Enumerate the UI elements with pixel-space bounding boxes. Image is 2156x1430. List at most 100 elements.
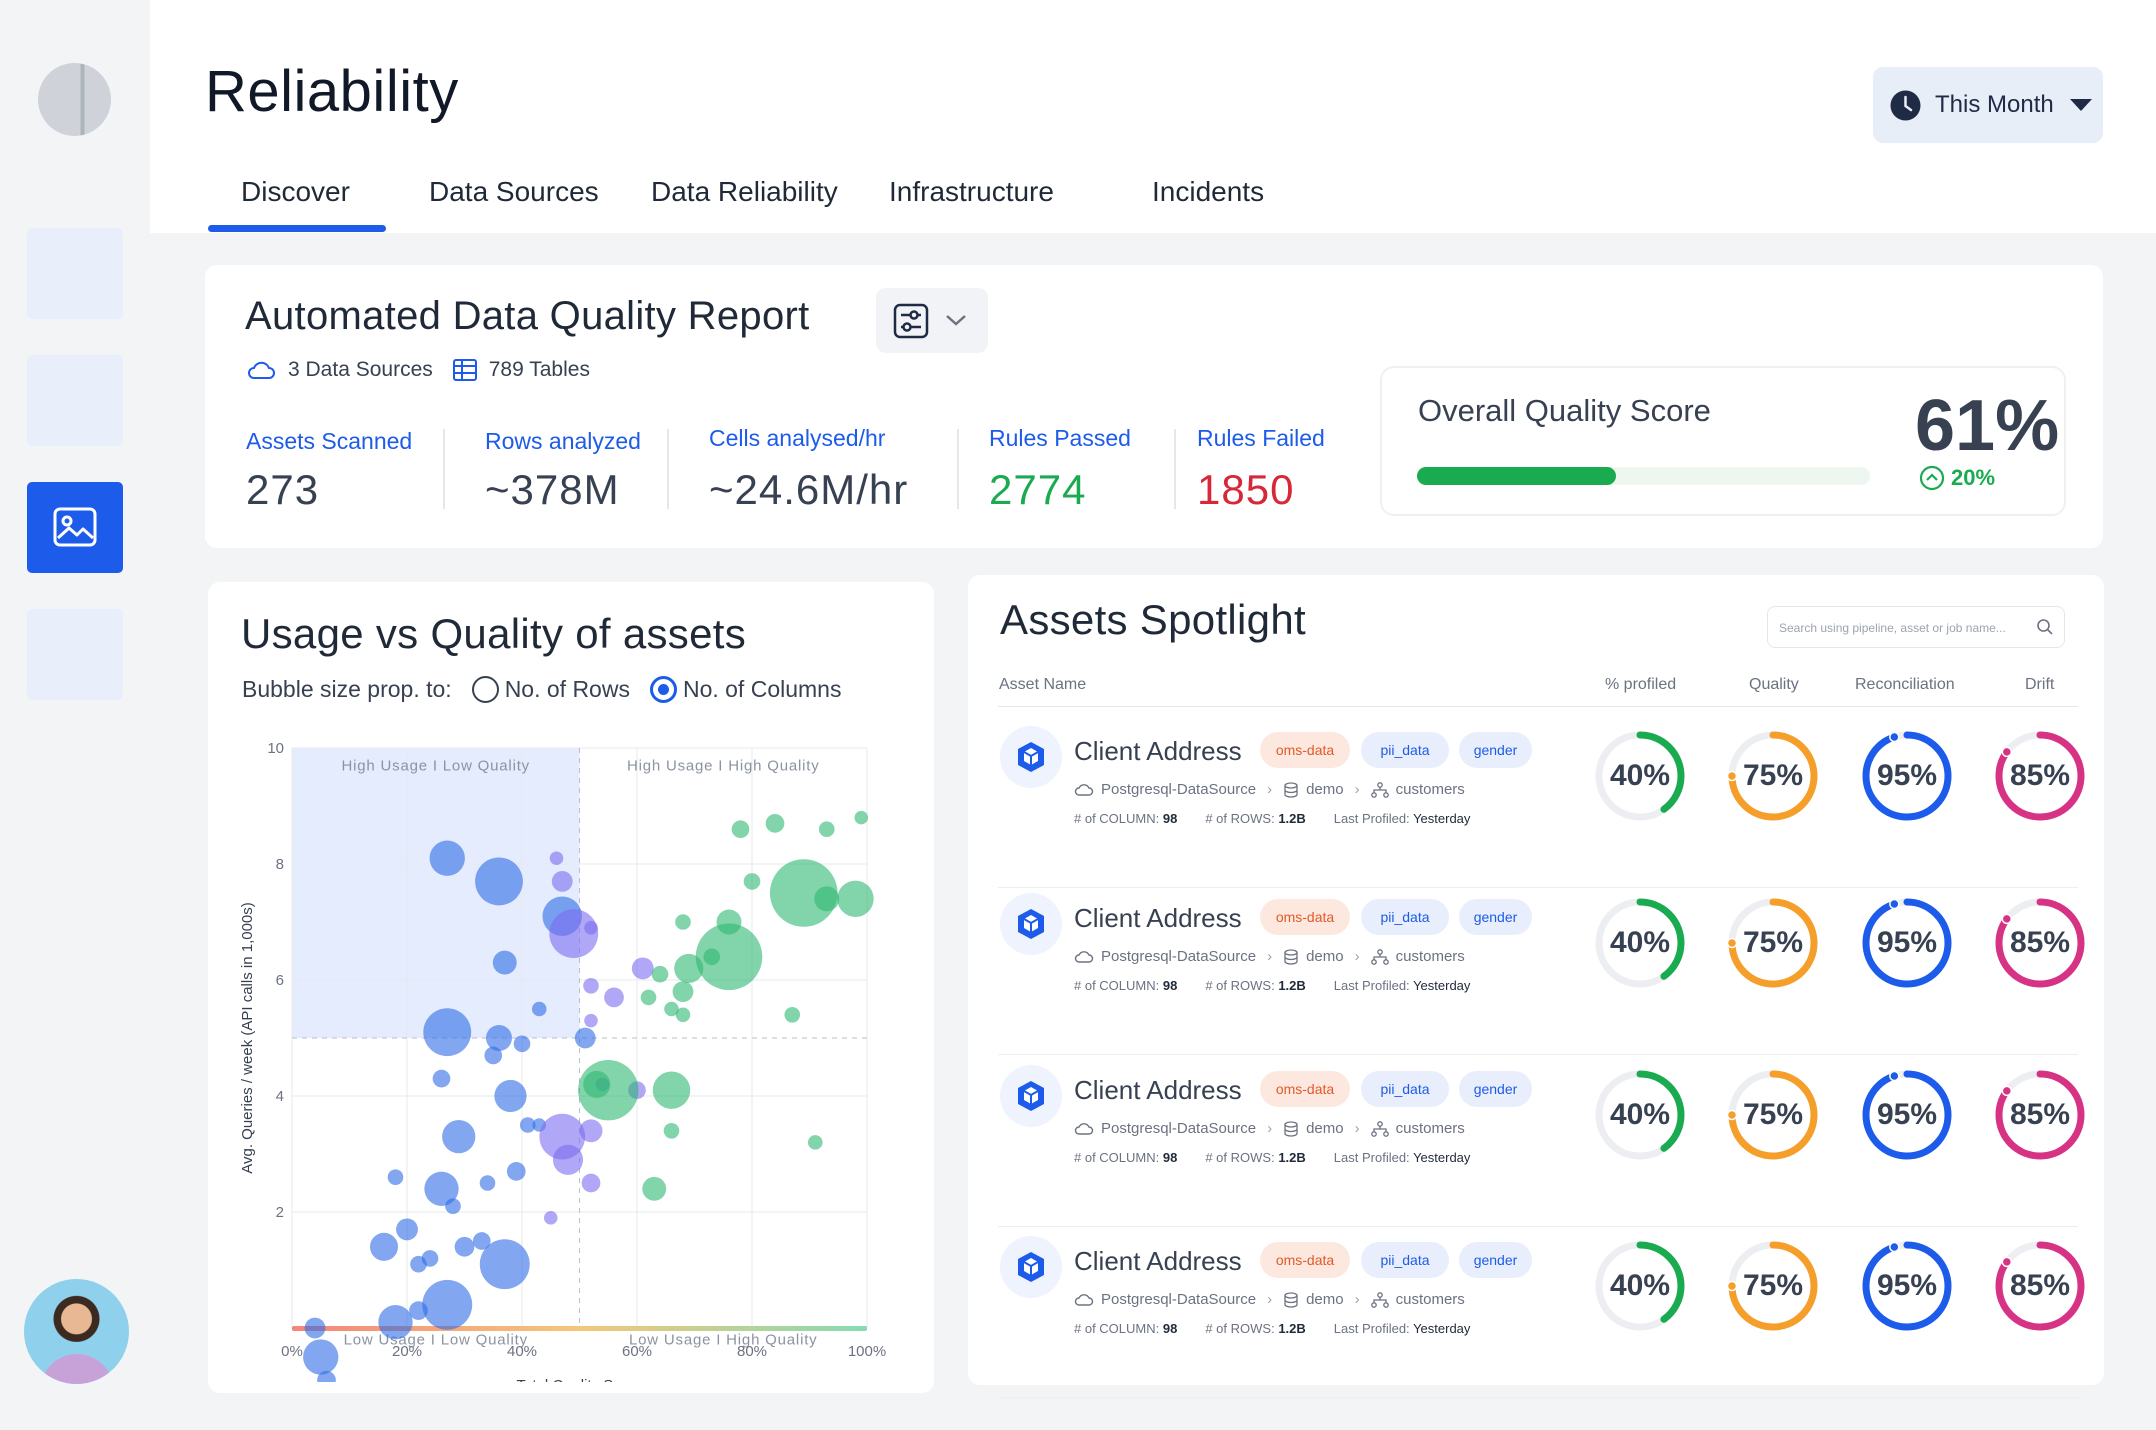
tag-pii-data[interactable]: pii_data bbox=[1361, 1242, 1449, 1278]
report-filter-button[interactable] bbox=[876, 288, 988, 353]
asset-cube-icon bbox=[1000, 1065, 1062, 1127]
metric-ring-quality[interactable] bbox=[1725, 1067, 1821, 1163]
metric-ring-drift[interactable] bbox=[1992, 895, 2088, 991]
asset-last-profiled-label: Last Profiled: bbox=[1333, 1150, 1410, 1165]
tab-data-sources[interactable]: Data Sources bbox=[429, 176, 599, 207]
table-row[interactable]: Client Address oms-data pii_data gender Post… bbox=[998, 883, 2085, 1055]
bubble-point bbox=[584, 1013, 598, 1028]
tag-oms-data[interactable]: oms-data bbox=[1260, 732, 1350, 768]
metric-ring-drift[interactable] bbox=[1992, 1238, 2088, 1334]
asset-table[interactable]: customers bbox=[1395, 1291, 1465, 1308]
tag-gender[interactable]: gender bbox=[1459, 899, 1532, 935]
metric-ring-drift[interactable] bbox=[1992, 728, 2088, 824]
x-tick-label: 0% bbox=[281, 1343, 303, 1360]
asset-schema[interactable]: demo bbox=[1306, 1120, 1344, 1137]
asset-name[interactable]: Client Address bbox=[1074, 903, 1242, 933]
metric-ring-drift[interactable] bbox=[1992, 1067, 2088, 1163]
image-icon bbox=[53, 507, 97, 547]
tag-oms-data[interactable]: oms-data bbox=[1260, 899, 1350, 935]
tag-gender[interactable]: gender bbox=[1459, 1071, 1532, 1107]
usage-quality-scatter-chart: High Usage I Low Quality High Usage I Hig… bbox=[239, 740, 886, 1382]
asset-source[interactable]: Postgresql-DataSource bbox=[1101, 781, 1257, 798]
tag-pii-data[interactable]: pii_data bbox=[1361, 732, 1449, 768]
table-row[interactable]: Client Address oms-data pii_data gender Post… bbox=[998, 716, 2085, 888]
asset-source[interactable]: Postgresql-DataSource bbox=[1101, 1291, 1257, 1308]
tag-gender[interactable]: gender bbox=[1459, 732, 1532, 768]
app-logo[interactable] bbox=[38, 63, 111, 136]
metric-ring-reconciliation[interactable] bbox=[1859, 895, 1955, 991]
asset-schema[interactable]: demo bbox=[1306, 1291, 1344, 1308]
radio-columns-label[interactable]: No. of Columns bbox=[682, 676, 842, 702]
asset-meta: # of COLUMN: 98 # of ROWS: 1.2B Last Profi… bbox=[1074, 978, 1470, 993]
page-title: Reliability bbox=[205, 59, 459, 124]
bubble-point bbox=[506, 1162, 526, 1181]
stat-value-failed: 1850 bbox=[1197, 466, 1295, 513]
asset-table[interactable]: customers bbox=[1395, 948, 1465, 965]
asset-search-input[interactable]: Search using pipeline, asset or job name… bbox=[1767, 606, 2065, 648]
metric-ring-profiled[interactable] bbox=[1592, 1067, 1688, 1163]
asset-source[interactable]: Postgresql-DataSource bbox=[1101, 948, 1257, 965]
asset-last-profiled-value: Yesterday bbox=[1413, 1321, 1471, 1336]
asset-last-profiled: Last Profiled: Yesterday bbox=[1334, 1150, 1471, 1165]
asset-last-profiled: Last Profiled: Yesterday bbox=[1334, 811, 1471, 826]
asset-name[interactable]: Client Address bbox=[1074, 1246, 1242, 1276]
clock-icon bbox=[1890, 90, 1921, 120]
radio-columns[interactable] bbox=[649, 676, 677, 703]
asset-rows-label: # of ROWS: bbox=[1205, 1321, 1275, 1336]
metric-ring-profiled[interactable] bbox=[1592, 1238, 1688, 1334]
user-avatar[interactable] bbox=[24, 1279, 129, 1384]
period-dropdown[interactable]: This Month bbox=[1873, 67, 2103, 143]
asset-columns: # of COLUMN: 98 bbox=[1074, 811, 1177, 826]
overall-score-delta-value: 20% bbox=[1951, 465, 1996, 490]
tab-discover[interactable]: Discover bbox=[241, 176, 350, 207]
bubble-point bbox=[675, 1007, 691, 1023]
table-row[interactable]: Client Address oms-data pii_data gender Post… bbox=[998, 1226, 2085, 1398]
metric-ring-reconciliation[interactable] bbox=[1859, 728, 1955, 824]
cloud-icon bbox=[248, 361, 275, 379]
tag-gender[interactable]: gender bbox=[1459, 1242, 1532, 1278]
quadrant-high-usage-low-quality bbox=[292, 748, 580, 1038]
tab-incidents[interactable]: Incidents bbox=[1152, 176, 1265, 207]
metric-ring-quality[interactable] bbox=[1725, 1238, 1821, 1334]
radio-rows-label[interactable]: No. of Rows bbox=[504, 676, 630, 702]
metric-ring-profiled[interactable] bbox=[1592, 895, 1688, 991]
stat-divider bbox=[667, 429, 669, 509]
metric-value-quality: 75% bbox=[1742, 926, 1804, 959]
asset-table[interactable]: customers bbox=[1395, 1120, 1465, 1137]
sidebar-item-1[interactable] bbox=[27, 228, 123, 319]
sidebar-item-reports[interactable] bbox=[27, 482, 123, 573]
stat-divider bbox=[957, 429, 959, 509]
table-header-divider bbox=[998, 706, 2078, 707]
tab-infrastructure[interactable]: Infrastructure bbox=[889, 176, 1054, 207]
bubble-point bbox=[445, 1198, 461, 1214]
metric-ring-reconciliation[interactable] bbox=[1859, 1238, 1955, 1334]
stat-value-cells: ~24.6M/hr bbox=[709, 466, 909, 513]
tag-pii-data[interactable]: pii_data bbox=[1361, 899, 1449, 935]
asset-schema[interactable]: demo bbox=[1306, 781, 1344, 798]
data-sources-count: 3 Data Sources bbox=[288, 358, 433, 381]
chevron-down-icon bbox=[946, 315, 966, 326]
row-divider bbox=[998, 887, 2078, 888]
table-row[interactable]: Client Address oms-data pii_data gender Post… bbox=[998, 1055, 2085, 1227]
period-label: This Month bbox=[1935, 91, 2054, 118]
bubble-point bbox=[513, 1035, 531, 1053]
sidebar-item-2[interactable] bbox=[27, 355, 123, 446]
bubble-point bbox=[769, 859, 838, 927]
metric-ring-reconciliation[interactable] bbox=[1859, 1067, 1955, 1163]
sliders-icon bbox=[893, 303, 929, 339]
metric-ring-quality[interactable] bbox=[1725, 895, 1821, 991]
asset-schema[interactable]: demo bbox=[1306, 948, 1344, 965]
tag-pii-data[interactable]: pii_data bbox=[1361, 1071, 1449, 1107]
asset-name[interactable]: Client Address bbox=[1074, 736, 1242, 766]
bubble-point bbox=[549, 851, 564, 865]
sidebar-item-4[interactable] bbox=[27, 609, 123, 700]
metric-ring-profiled[interactable] bbox=[1592, 728, 1688, 824]
asset-table[interactable]: customers bbox=[1395, 781, 1465, 798]
radio-rows[interactable] bbox=[471, 676, 499, 703]
metric-ring-quality[interactable] bbox=[1725, 728, 1821, 824]
asset-source[interactable]: Postgresql-DataSource bbox=[1101, 1120, 1257, 1137]
tab-data-reliability[interactable]: Data Reliability bbox=[651, 176, 838, 207]
tag-oms-data[interactable]: oms-data bbox=[1260, 1071, 1350, 1107]
tag-oms-data[interactable]: oms-data bbox=[1260, 1242, 1350, 1278]
asset-name[interactable]: Client Address bbox=[1074, 1075, 1242, 1105]
